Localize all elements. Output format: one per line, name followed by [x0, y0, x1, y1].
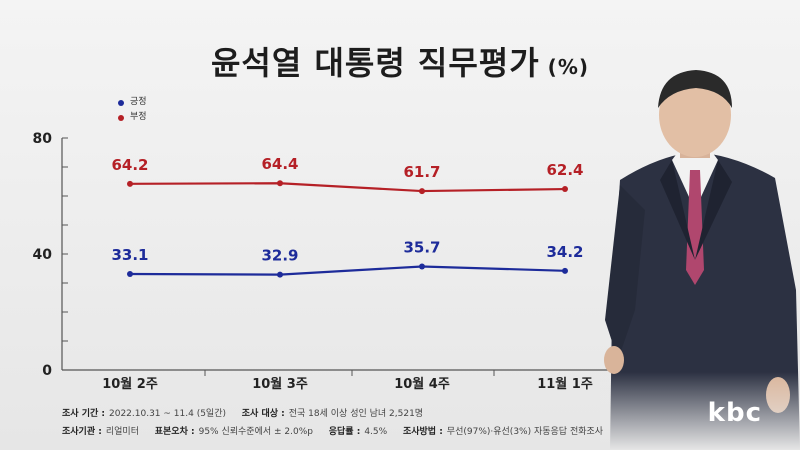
org-value: 리얼미터 — [105, 427, 139, 437]
period-value: 2022.10.31 ~ 11.4 (5일간) — [109, 409, 227, 419]
data-point — [419, 188, 425, 195]
survey-info-row-1: 조사 기간 : 2022.10.31 ~ 11.4 (5일간) 조사 대상 : 전국… — [62, 405, 603, 423]
org-label: 조사기관 : — [62, 427, 102, 437]
target-label: 조사 대상 : — [241, 409, 285, 419]
data-point — [277, 180, 283, 187]
x-tick-label: 11월 1주 — [537, 376, 593, 392]
data-label: 33.1 — [111, 246, 148, 264]
x-tick-label: 10월 3주 — [252, 376, 308, 392]
data-label: 35.7 — [403, 238, 440, 256]
data-point — [277, 271, 283, 278]
title-text: 윤석열 대통령 직무평가 — [210, 44, 540, 82]
data-point — [419, 263, 425, 270]
data-point — [562, 186, 568, 193]
error-value: 95% 신뢰수준에서 ± 2.0%p — [198, 427, 313, 437]
y-tick-label: 80 — [33, 131, 53, 147]
legend-label-positive: 긍정 — [130, 97, 147, 107]
data-label: 64.2 — [111, 156, 148, 174]
data-label: 34.2 — [546, 243, 583, 261]
data-point — [127, 271, 133, 278]
survey-info-row-2: 조사기관 : 리얼미터 표본오차 :95% 신뢰수준에서 ± 2.0%p 응답률 … — [62, 423, 603, 441]
y-tick-label: 40 — [33, 247, 53, 263]
legend-dot-negative — [118, 114, 124, 121]
survey-info: 조사 기간 : 2022.10.31 ~ 11.4 (5일간) 조사 대상 : 전국… — [62, 405, 603, 441]
legend-item-positive: 긍정 — [118, 95, 147, 110]
data-label: 62.4 — [546, 161, 583, 179]
legend-label-negative: 부정 — [130, 112, 147, 122]
error-label: 표본오차 : — [154, 427, 195, 437]
period-label: 조사 기간 : — [62, 409, 105, 419]
data-label: 64.4 — [261, 155, 298, 173]
response-value: 4.5% — [364, 427, 388, 437]
x-tick-label: 10월 2주 — [102, 376, 158, 392]
series-line-negative — [129, 182, 566, 193]
x-tick-label: 10월 4주 — [394, 376, 450, 392]
kbc-logo: kbc — [707, 398, 762, 428]
title-unit: (%) — [547, 55, 589, 79]
chart-title: 윤석열 대통령 직무평가 (%) — [0, 38, 800, 84]
series-line-positive — [129, 265, 566, 276]
data-label: 32.9 — [261, 247, 298, 265]
data-point — [562, 267, 568, 274]
y-tick-label: 0 — [42, 363, 52, 379]
legend-dot-positive — [118, 99, 124, 106]
data-point — [127, 180, 133, 187]
person-photo — [600, 60, 800, 450]
legend-item-negative: 부정 — [118, 110, 147, 125]
method-value: 무선(97%)·유선(3%) 자동응답 전화조사 — [446, 427, 604, 437]
method-label: 조사방법 : — [402, 427, 443, 437]
chart-legend: 긍정 부정 — [118, 95, 147, 125]
target-value: 전국 18세 이상 성인 남녀 2,521명 — [288, 409, 424, 419]
data-label: 61.7 — [403, 163, 440, 181]
response-label: 응답률 : — [328, 427, 361, 437]
